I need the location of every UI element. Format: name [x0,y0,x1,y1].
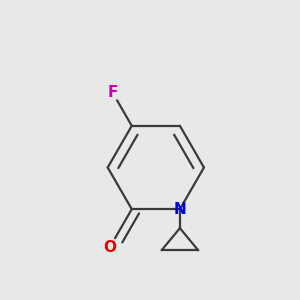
Text: F: F [107,85,118,100]
Text: N: N [173,202,186,217]
Text: O: O [103,240,116,255]
